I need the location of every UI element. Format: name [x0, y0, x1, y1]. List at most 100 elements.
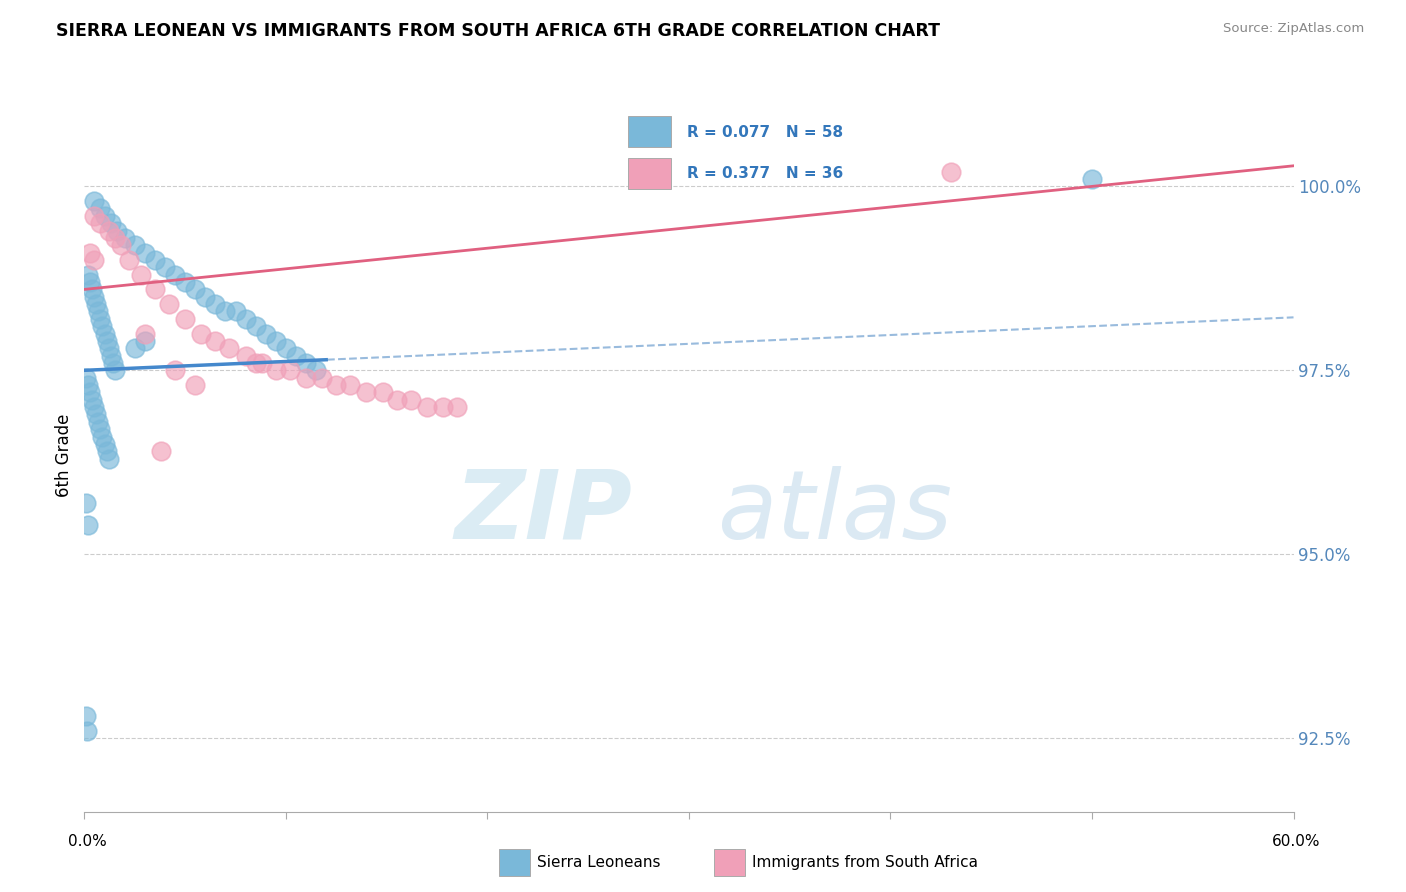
Point [96, 444, 118, 458]
Point [235, 311, 257, 326]
Point [157, 297, 180, 311]
Point [134, 334, 156, 348]
Point [93, 437, 115, 451]
Point [77, 378, 100, 392]
Point [245, 319, 267, 334]
Point [100, 216, 122, 230]
Point [939, 164, 962, 178]
Point [399, 392, 422, 407]
Point [86, 297, 108, 311]
Point [184, 282, 207, 296]
Point [250, 356, 273, 370]
Point [93, 209, 115, 223]
Point [274, 341, 297, 355]
Point [174, 311, 197, 326]
Point [96, 334, 118, 348]
Point [174, 275, 197, 289]
Point [89, 422, 111, 436]
Point [86, 408, 108, 422]
Point [416, 400, 439, 414]
Point [134, 326, 156, 341]
Point [305, 363, 328, 377]
Point [371, 385, 394, 400]
Point [385, 392, 408, 407]
Point [79, 245, 101, 260]
Text: 0.0%: 0.0% [67, 834, 107, 849]
Y-axis label: 6th Grade: 6th Grade [55, 413, 73, 497]
Point [91, 319, 114, 334]
Point [124, 341, 146, 355]
Point [149, 444, 172, 458]
Point [83, 194, 105, 208]
Point [100, 349, 122, 363]
Text: Source: ZipAtlas.com: Source: ZipAtlas.com [1223, 22, 1364, 36]
Text: Immigrants from South Africa: Immigrants from South Africa [752, 855, 979, 870]
Point [218, 341, 240, 355]
Point [204, 334, 226, 348]
Point [165, 268, 187, 282]
Point [97, 341, 120, 355]
Point [91, 429, 114, 443]
Point [325, 378, 347, 392]
Point [82, 392, 104, 407]
Point [97, 223, 120, 237]
Point [93, 326, 115, 341]
Point [75, 370, 97, 384]
Point [446, 400, 468, 414]
Text: Sierra Leoneans: Sierra Leoneans [537, 855, 661, 870]
Point [204, 297, 226, 311]
Text: atlas: atlas [717, 466, 952, 558]
Point [87, 415, 110, 429]
Point [97, 451, 120, 466]
Text: R = 0.077   N = 58: R = 0.077 N = 58 [686, 125, 842, 139]
Point [114, 231, 136, 245]
Point [153, 260, 176, 275]
Point [1081, 172, 1104, 186]
Point [278, 363, 301, 377]
Point [77, 517, 100, 532]
Point [295, 356, 318, 370]
Point [75, 496, 97, 510]
Point [254, 326, 277, 341]
Point [356, 385, 378, 400]
Point [87, 304, 110, 318]
Text: 60.0%: 60.0% [1272, 834, 1320, 849]
Bar [628, 116, 671, 147]
Point [76, 723, 98, 738]
Point [75, 709, 97, 723]
Point [77, 268, 100, 282]
Point [134, 245, 156, 260]
Point [165, 363, 187, 377]
Point [295, 370, 318, 384]
Point [235, 349, 257, 363]
Point [225, 304, 247, 318]
Point [82, 282, 104, 296]
Point [284, 349, 308, 363]
Point [129, 268, 152, 282]
Point [105, 223, 128, 237]
Point [143, 282, 166, 296]
Point [311, 370, 333, 384]
Point [143, 252, 166, 267]
Point [214, 304, 236, 318]
Point [339, 378, 361, 392]
Point [190, 326, 212, 341]
Point [83, 290, 105, 304]
Point [79, 385, 101, 400]
Point [89, 311, 111, 326]
Point [264, 334, 287, 348]
Point [194, 290, 217, 304]
Point [245, 356, 267, 370]
Point [432, 400, 454, 414]
Point [104, 363, 127, 377]
Point [110, 238, 132, 252]
Point [89, 202, 111, 216]
Text: ZIP: ZIP [456, 466, 633, 558]
Text: R = 0.377   N = 36: R = 0.377 N = 36 [686, 167, 844, 181]
Point [83, 400, 105, 414]
Point [104, 231, 127, 245]
Point [118, 252, 141, 267]
Bar [628, 158, 671, 189]
Point [124, 238, 146, 252]
Point [83, 252, 105, 267]
